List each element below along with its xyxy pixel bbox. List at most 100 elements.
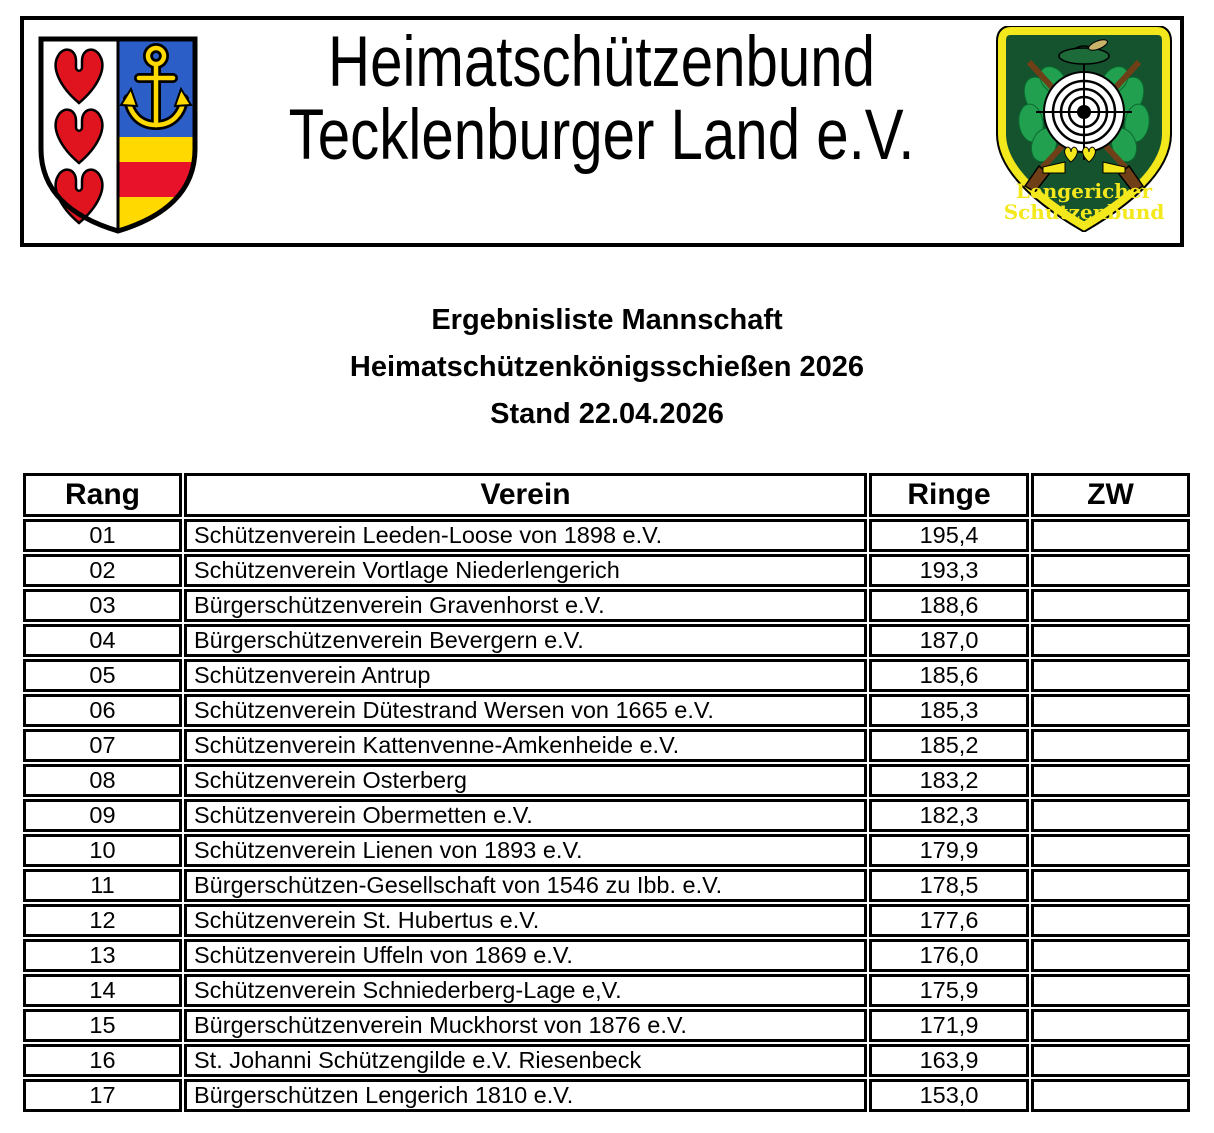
table-row: 17 Bürgerschützen Lengerich 1810 e.V. 153,…	[23, 1079, 1190, 1112]
col-header-ringe: Ringe	[869, 473, 1029, 517]
org-title: Heimatschützenbund Tecklenburger Land e.…	[24, 26, 1180, 172]
cell-verein: Bürgerschützenverein Bevergern e.V.	[184, 624, 867, 657]
cell-ringe: 183,2	[869, 764, 1029, 797]
letterhead: Heimatschützenbund Tecklenburger Land e.…	[20, 16, 1184, 247]
cell-rang: 13	[23, 939, 182, 972]
table-row: 09 Schützenverein Obermetten e.V. 182,3	[23, 799, 1190, 832]
table-header-row: Rang Verein Ringe ZW	[23, 473, 1190, 517]
cell-verein: Schützenverein Lienen von 1893 e.V.	[184, 834, 867, 867]
cell-ringe: 178,5	[869, 869, 1029, 902]
cell-verein: St. Johanni Schützengilde e.V. Riesenbec…	[184, 1044, 867, 1077]
cell-ringe: 195,4	[869, 519, 1029, 552]
cell-ringe: 188,6	[869, 589, 1029, 622]
cell-zw	[1031, 659, 1190, 692]
table-row: 11 Bürgerschützen-Gesellschaft von 1546 z…	[23, 869, 1190, 902]
cell-rang: 04	[23, 624, 182, 657]
cell-ringe: 176,0	[869, 939, 1029, 972]
cell-rang: 01	[23, 519, 182, 552]
cell-verein: Schützenverein St. Hubertus e.V.	[184, 904, 867, 937]
cell-ringe: 185,3	[869, 694, 1029, 727]
cell-rang: 05	[23, 659, 182, 692]
cell-zw	[1031, 554, 1190, 587]
cell-ringe: 177,6	[869, 904, 1029, 937]
cell-rang: 14	[23, 974, 182, 1007]
cell-verein: Schützenverein Schniederberg-Lage e,V.	[184, 974, 867, 1007]
cell-rang: 08	[23, 764, 182, 797]
cell-ringe: 153,0	[869, 1079, 1029, 1112]
cell-rang: 12	[23, 904, 182, 937]
status-date: Stand 22.04.2026	[490, 398, 724, 430]
table-row: 14 Schützenverein Schniederberg-Lage e,V.…	[23, 974, 1190, 1007]
cell-ringe: 175,9	[869, 974, 1029, 1007]
cell-rang: 11	[23, 869, 182, 902]
cell-verein: Schützenverein Kattenvenne-Amkenheide e.…	[184, 729, 867, 762]
cell-zw	[1031, 519, 1190, 552]
table-row: 03 Bürgerschützenverein Gravenhorst e.V. 1…	[23, 589, 1190, 622]
cell-ringe: 182,3	[869, 799, 1029, 832]
table-row: 07 Schützenverein Kattenvenne-Amkenheide …	[23, 729, 1190, 762]
cell-zw	[1031, 589, 1190, 622]
org-title-line2: Tecklenburger Land e.V.	[289, 96, 915, 175]
cell-rang: 07	[23, 729, 182, 762]
cell-zw	[1031, 624, 1190, 657]
cell-zw	[1031, 834, 1190, 867]
cell-rang: 02	[23, 554, 182, 587]
document-title: Ergebnisliste Mannschaft	[431, 304, 783, 336]
cell-verein: Bürgerschützenverein Gravenhorst e.V.	[184, 589, 867, 622]
badge-text-line2: Schützenbund	[1004, 200, 1165, 224]
col-header-verein: Verein	[184, 473, 867, 517]
lengericher-schuetzenbund-badge-icon: Lengericher Schützenbund	[996, 26, 1172, 232]
table-row: 12 Schützenverein St. Hubertus e.V. 177,6	[23, 904, 1190, 937]
badge-text-line1: Lengericher	[1016, 179, 1153, 203]
cell-ringe: 185,2	[869, 729, 1029, 762]
cell-verein: Schützenverein Osterberg	[184, 764, 867, 797]
event-title: Heimatschützenkönigsschießen 2026	[349, 351, 865, 383]
cell-zw	[1031, 869, 1190, 902]
cell-zw	[1031, 799, 1190, 832]
cell-verein: Bürgerschützen-Gesellschaft von 1546 zu …	[184, 869, 867, 902]
cell-rang: 09	[23, 799, 182, 832]
cell-verein: Schützenverein Dütestrand Wersen von 166…	[184, 694, 867, 727]
cell-zw	[1031, 1079, 1190, 1112]
cell-ringe: 179,9	[869, 834, 1029, 867]
cell-zw	[1031, 1009, 1190, 1042]
cell-zw	[1031, 1044, 1190, 1077]
table-row: 15 Bürgerschützenverein Muckhorst von 187…	[23, 1009, 1190, 1042]
table-row: 10 Schützenverein Lienen von 1893 e.V. 179…	[23, 834, 1190, 867]
cell-verein: Bürgerschützen Lengerich 1810 e.V.	[184, 1079, 867, 1112]
table-row: 06 Schützenverein Dütestrand Wersen von 1…	[23, 694, 1190, 727]
cell-verein: Schützenverein Obermetten e.V.	[184, 799, 867, 832]
cell-rang: 16	[23, 1044, 182, 1077]
hunter-hat-icon	[1058, 39, 1110, 65]
anchor-icon	[119, 43, 193, 130]
cell-verein: Schützenverein Leeden-Loose von 1898 e.V…	[184, 519, 867, 552]
cell-zw	[1031, 694, 1190, 727]
cell-rang: 06	[23, 694, 182, 727]
banner-ornament-icon	[1042, 146, 1126, 174]
cell-verein: Bürgerschützenverein Muckhorst von 1876 …	[184, 1009, 867, 1042]
cell-ringe: 185,6	[869, 659, 1029, 692]
table-row: 02 Schützenverein Vortlage Niederlengeric…	[23, 554, 1190, 587]
cell-ringe: 193,3	[869, 554, 1029, 587]
cell-zw	[1031, 764, 1190, 797]
table-row: 08 Schützenverein Osterberg 183,2	[23, 764, 1190, 797]
cell-rang: 15	[23, 1009, 182, 1042]
cell-ringe: 163,9	[869, 1044, 1029, 1077]
table-row: 13 Schützenverein Uffeln von 1869 e.V. 176…	[23, 939, 1190, 972]
document-title-block: Ergebnisliste Mannschaft Heimatschützenk…	[0, 297, 1214, 438]
tecklenburg-coat-of-arms-icon	[38, 36, 198, 234]
col-header-rang: Rang	[23, 473, 182, 517]
org-title-line1: Heimatschützenbund	[328, 23, 876, 102]
cell-zw	[1031, 729, 1190, 762]
cell-verein: Schützenverein Vortlage Niederlengerich	[184, 554, 867, 587]
cell-rang: 03	[23, 589, 182, 622]
results-table: Rang Verein Ringe ZW 01 Schützenverein Le…	[21, 471, 1192, 1114]
cell-rang: 17	[23, 1079, 182, 1112]
cell-rang: 10	[23, 834, 182, 867]
table-row: 01 Schützenverein Leeden-Loose von 1898 e…	[23, 519, 1190, 552]
cell-zw	[1031, 974, 1190, 1007]
cell-zw	[1031, 939, 1190, 972]
table-row: 16 St. Johanni Schützengilde e.V. Riesenb…	[23, 1044, 1190, 1077]
cell-ringe: 187,0	[869, 624, 1029, 657]
